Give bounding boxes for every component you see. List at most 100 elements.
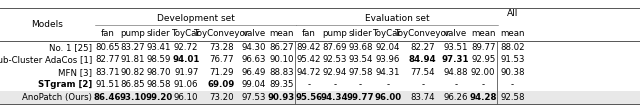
Text: 94.01: 94.01 (173, 55, 200, 64)
Text: 86.27: 86.27 (269, 43, 294, 52)
Text: -: - (359, 80, 362, 89)
Text: 83.27: 83.27 (121, 43, 145, 52)
Text: pump: pump (323, 29, 347, 38)
Text: 91.51: 91.51 (95, 80, 120, 89)
Bar (0, 91, 640, 104)
Text: 96.63: 96.63 (242, 55, 266, 64)
Text: 82.77: 82.77 (95, 55, 120, 64)
Text: 91.06: 91.06 (174, 80, 198, 89)
Text: 89.35: 89.35 (269, 80, 294, 89)
Text: 91.81: 91.81 (121, 55, 145, 64)
Text: STgram [2]: STgram [2] (38, 80, 92, 89)
Text: 95.42: 95.42 (297, 55, 321, 64)
Text: Evaluation set: Evaluation set (365, 14, 429, 23)
Text: Models: Models (31, 20, 63, 29)
Text: 90.10: 90.10 (269, 55, 294, 64)
Text: 77.54: 77.54 (410, 68, 435, 77)
Text: AnoPatch (Ours): AnoPatch (Ours) (22, 93, 92, 102)
Text: 80.65: 80.65 (95, 43, 120, 52)
Text: fan: fan (302, 29, 316, 38)
Text: 99.20: 99.20 (145, 93, 172, 102)
Text: -: - (511, 80, 514, 89)
Text: 92.00: 92.00 (471, 68, 495, 77)
Text: 97.58: 97.58 (348, 68, 372, 77)
Text: ToyConveyor: ToyConveyor (193, 29, 249, 38)
Text: 90.82: 90.82 (121, 68, 145, 77)
Text: 96.00: 96.00 (374, 93, 401, 102)
Text: 98.70: 98.70 (147, 68, 171, 77)
Text: 96.10: 96.10 (174, 93, 198, 102)
Text: 86.46: 86.46 (94, 93, 121, 102)
Text: MFN [3]: MFN [3] (58, 68, 92, 77)
Text: ToyCar: ToyCar (172, 29, 201, 38)
Text: ToyConveyor: ToyConveyor (395, 29, 451, 38)
Text: -: - (308, 80, 310, 89)
Text: 92.95: 92.95 (471, 55, 495, 64)
Text: 97.31: 97.31 (442, 55, 469, 64)
Text: 93.54: 93.54 (348, 55, 372, 64)
Text: -: - (333, 80, 336, 89)
Text: 76.77: 76.77 (209, 55, 234, 64)
Text: valve: valve (444, 29, 467, 38)
Text: 99.77: 99.77 (346, 93, 374, 102)
Text: 82.27: 82.27 (410, 43, 435, 52)
Text: No. 1 [25]: No. 1 [25] (49, 43, 92, 52)
Text: mean: mean (471, 29, 495, 38)
Text: 89.42: 89.42 (297, 43, 321, 52)
Text: 97.53: 97.53 (242, 93, 266, 102)
Text: 91.97: 91.97 (174, 68, 198, 77)
Text: -: - (454, 80, 457, 89)
Text: 94.28: 94.28 (470, 93, 497, 102)
Text: 95.56: 95.56 (296, 93, 323, 102)
Text: 93.41: 93.41 (147, 43, 171, 52)
Text: 90.38: 90.38 (500, 68, 525, 77)
Text: pump: pump (121, 29, 145, 38)
Text: mean: mean (500, 29, 525, 38)
Text: 92.04: 92.04 (376, 43, 400, 52)
Text: 83.71: 83.71 (95, 68, 120, 77)
Text: 99.04: 99.04 (242, 80, 266, 89)
Text: 94.88: 94.88 (444, 68, 468, 77)
Text: slider: slider (349, 29, 372, 38)
Text: 96.26: 96.26 (444, 93, 468, 102)
Text: 92.94: 92.94 (323, 68, 347, 77)
Text: 89.77: 89.77 (471, 43, 495, 52)
Text: 92.72: 92.72 (174, 43, 198, 52)
Text: 94.31: 94.31 (376, 68, 400, 77)
Text: 87.69: 87.69 (323, 43, 347, 52)
Text: 88.02: 88.02 (500, 43, 525, 52)
Text: 91.53: 91.53 (500, 55, 525, 64)
Text: 73.28: 73.28 (209, 43, 234, 52)
Text: 92.58: 92.58 (500, 93, 525, 102)
Text: 84.94: 84.94 (409, 55, 436, 64)
Text: 94.72: 94.72 (297, 68, 321, 77)
Text: 98.58: 98.58 (147, 80, 171, 89)
Text: 94.30: 94.30 (242, 43, 266, 52)
Text: 93.51: 93.51 (444, 43, 468, 52)
Text: Sub-Cluster AdaCos [1]: Sub-Cluster AdaCos [1] (0, 55, 92, 64)
Text: 86.85: 86.85 (121, 80, 145, 89)
Text: All: All (507, 10, 518, 18)
Text: 98.59: 98.59 (147, 55, 171, 64)
Text: fan: fan (100, 29, 115, 38)
Text: 90.93: 90.93 (268, 93, 295, 102)
Text: -: - (421, 80, 424, 89)
Text: 93.10: 93.10 (120, 93, 147, 102)
Text: 94.34: 94.34 (321, 93, 349, 102)
Text: 71.29: 71.29 (209, 68, 234, 77)
Text: 83.74: 83.74 (410, 93, 435, 102)
Text: 93.68: 93.68 (348, 43, 372, 52)
Text: -: - (387, 80, 389, 89)
Text: 88.83: 88.83 (269, 68, 294, 77)
Text: 96.49: 96.49 (242, 68, 266, 77)
Text: slider: slider (147, 29, 170, 38)
Text: 73.20: 73.20 (209, 93, 234, 102)
Text: 69.09: 69.09 (207, 80, 235, 89)
Text: ToyCar: ToyCar (373, 29, 403, 38)
Text: mean: mean (269, 29, 294, 38)
Text: Development set: Development set (157, 14, 234, 23)
Text: -: - (482, 80, 484, 89)
Text: valve: valve (243, 29, 266, 38)
Text: 92.53: 92.53 (323, 55, 347, 64)
Text: 93.96: 93.96 (376, 55, 400, 64)
